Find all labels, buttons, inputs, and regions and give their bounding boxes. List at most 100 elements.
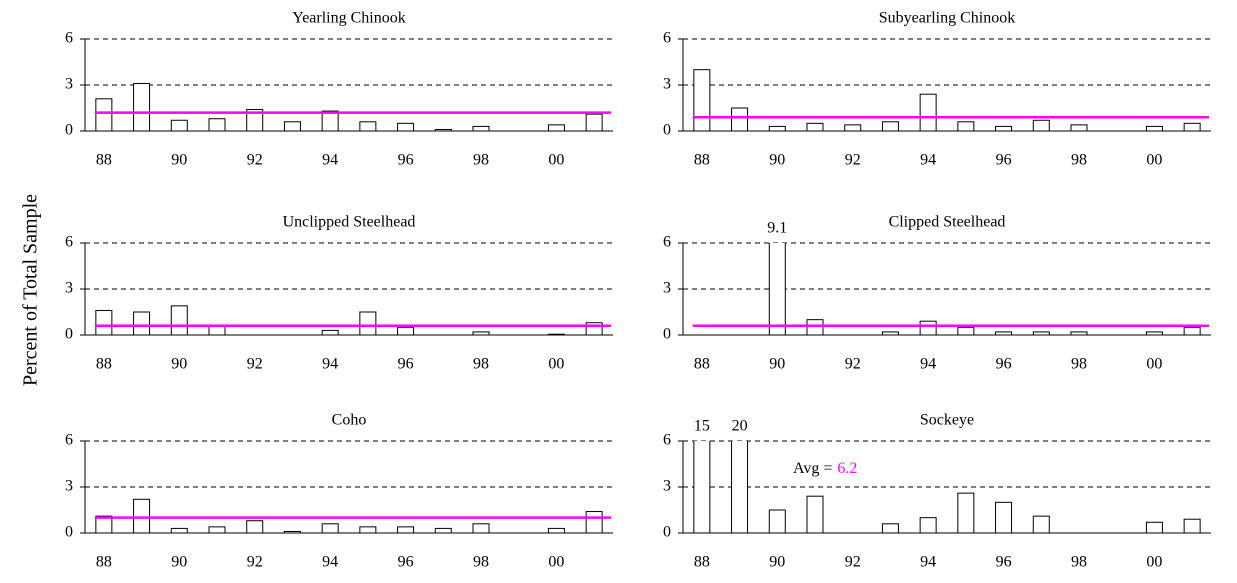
- panel: Subyearling Chinook 0 3 6 88 90 92 94 96 98 00: [663, 10, 1211, 169]
- bar: [133, 311, 151, 336]
- annotation: Avg = 6.2: [793, 460, 857, 477]
- plot-area: [693, 69, 1209, 132]
- average-value: 6.2: [837, 460, 857, 477]
- bar: [472, 523, 490, 534]
- x-tick-label: 00: [1146, 356, 1162, 373]
- x-tick-label: 98: [473, 356, 489, 373]
- y-tick-label: 0: [663, 122, 671, 139]
- x-tick-label: 92: [247, 554, 263, 571]
- y-tick-label: 6: [663, 30, 671, 47]
- bar: [208, 325, 226, 336]
- value-label: 15: [694, 418, 710, 435]
- panel: Yearling Chinook 0 3 6 88 90 92 94 96 98 00: [65, 10, 613, 169]
- y-tick-label: 6: [65, 432, 73, 449]
- bar: [585, 113, 603, 132]
- bar: [881, 523, 899, 534]
- bar: [1032, 119, 1050, 132]
- bar: [1183, 326, 1201, 336]
- bar: [208, 118, 226, 132]
- panel-title: Coho: [332, 412, 367, 429]
- bar: [1183, 122, 1201, 132]
- x-tick-label: 90: [171, 356, 187, 373]
- y-tick-label: 3: [65, 478, 73, 495]
- y-tick-label: 6: [65, 234, 73, 251]
- bar: [359, 121, 377, 132]
- x-tick-label: 98: [473, 152, 489, 169]
- y-tick-label: 0: [65, 524, 73, 541]
- x-tick-label: 96: [398, 554, 414, 571]
- bar: [208, 526, 226, 534]
- x-tick-label: 92: [845, 554, 861, 571]
- bar: [95, 309, 113, 336]
- panel: Coho 0 3 6 88 90 92 94 96 98 00: [65, 412, 613, 571]
- bar: [995, 125, 1013, 132]
- bar: [768, 125, 786, 132]
- bar: [919, 93, 937, 132]
- y-tick-label: 0: [65, 122, 73, 139]
- y-tick-label: 3: [663, 280, 671, 297]
- y-tick-label: 0: [663, 524, 671, 541]
- plot-area: [693, 243, 1209, 336]
- bar: [585, 511, 603, 534]
- bar: [768, 509, 786, 534]
- x-tick-label: 96: [996, 554, 1012, 571]
- bar: [1145, 521, 1163, 534]
- bar: [397, 526, 415, 534]
- x-tick-label: 98: [473, 554, 489, 571]
- x-tick-label: 00: [1146, 554, 1162, 571]
- y-tick-label: 6: [65, 30, 73, 47]
- bar: [768, 243, 786, 336]
- y-axis-label: Percent of Total Sample: [20, 194, 42, 386]
- bar: [919, 320, 937, 336]
- panel: Clipped Steelhead 0 3 6 88 90 9.1 92 94 96 98 00: [663, 214, 1211, 373]
- bar: [1032, 515, 1050, 534]
- x-tick-label: 92: [845, 152, 861, 169]
- x-tick-label: 92: [845, 356, 861, 373]
- bar: [1070, 124, 1088, 132]
- bar: [321, 523, 339, 534]
- x-tick-label: 88: [694, 554, 710, 571]
- bar: [133, 498, 151, 534]
- x-tick-label: 00: [548, 356, 564, 373]
- bar: [844, 124, 862, 132]
- x-tick-label: 00: [548, 554, 564, 571]
- y-tick-label: 0: [65, 326, 73, 343]
- bar: [547, 124, 565, 132]
- panel-title: Unclipped Steelhead: [283, 214, 416, 231]
- bar: [170, 527, 188, 534]
- bar: [995, 501, 1013, 534]
- panel: Unclipped Steelhead 0 3 6 88 90 92 94 96 98 00: [65, 214, 613, 373]
- panel-title: Clipped Steelhead: [889, 214, 1006, 231]
- x-tick-label: 92: [247, 152, 263, 169]
- x-tick-label: 96: [398, 356, 414, 373]
- bar: [1183, 518, 1201, 534]
- panel: Sockeye 0 3 6 88 15 20 90 92 94 96 98 00 Avg = 6.2: [663, 412, 1211, 571]
- x-tick-label: 88: [96, 152, 112, 169]
- x-tick-label: 94: [920, 356, 936, 373]
- bar: [806, 122, 824, 132]
- y-tick-label: 3: [65, 280, 73, 297]
- plot-area: [95, 498, 611, 534]
- x-tick-label: 90: [171, 152, 187, 169]
- y-tick-label: 0: [663, 326, 671, 343]
- bar: [170, 119, 188, 132]
- x-tick-label: 88: [694, 356, 710, 373]
- bar: [434, 527, 452, 534]
- x-tick-label: 98: [1071, 554, 1087, 571]
- x-tick-label: 92: [247, 356, 263, 373]
- x-tick-label: 98: [1071, 356, 1087, 373]
- annotation-text: Avg =: [793, 460, 832, 477]
- bar: [472, 125, 490, 132]
- x-tick-label: 94: [920, 152, 936, 169]
- bar: [547, 527, 565, 534]
- bar: [919, 517, 937, 534]
- x-tick-label: 00: [1146, 152, 1162, 169]
- y-tick-label: 3: [65, 76, 73, 93]
- panel-title: Subyearling Chinook: [879, 10, 1015, 27]
- bar: [881, 121, 899, 132]
- x-tick-label: 96: [996, 356, 1012, 373]
- x-tick-label: 98: [1071, 152, 1087, 169]
- bar: [283, 121, 301, 132]
- x-tick-label: 90: [769, 152, 785, 169]
